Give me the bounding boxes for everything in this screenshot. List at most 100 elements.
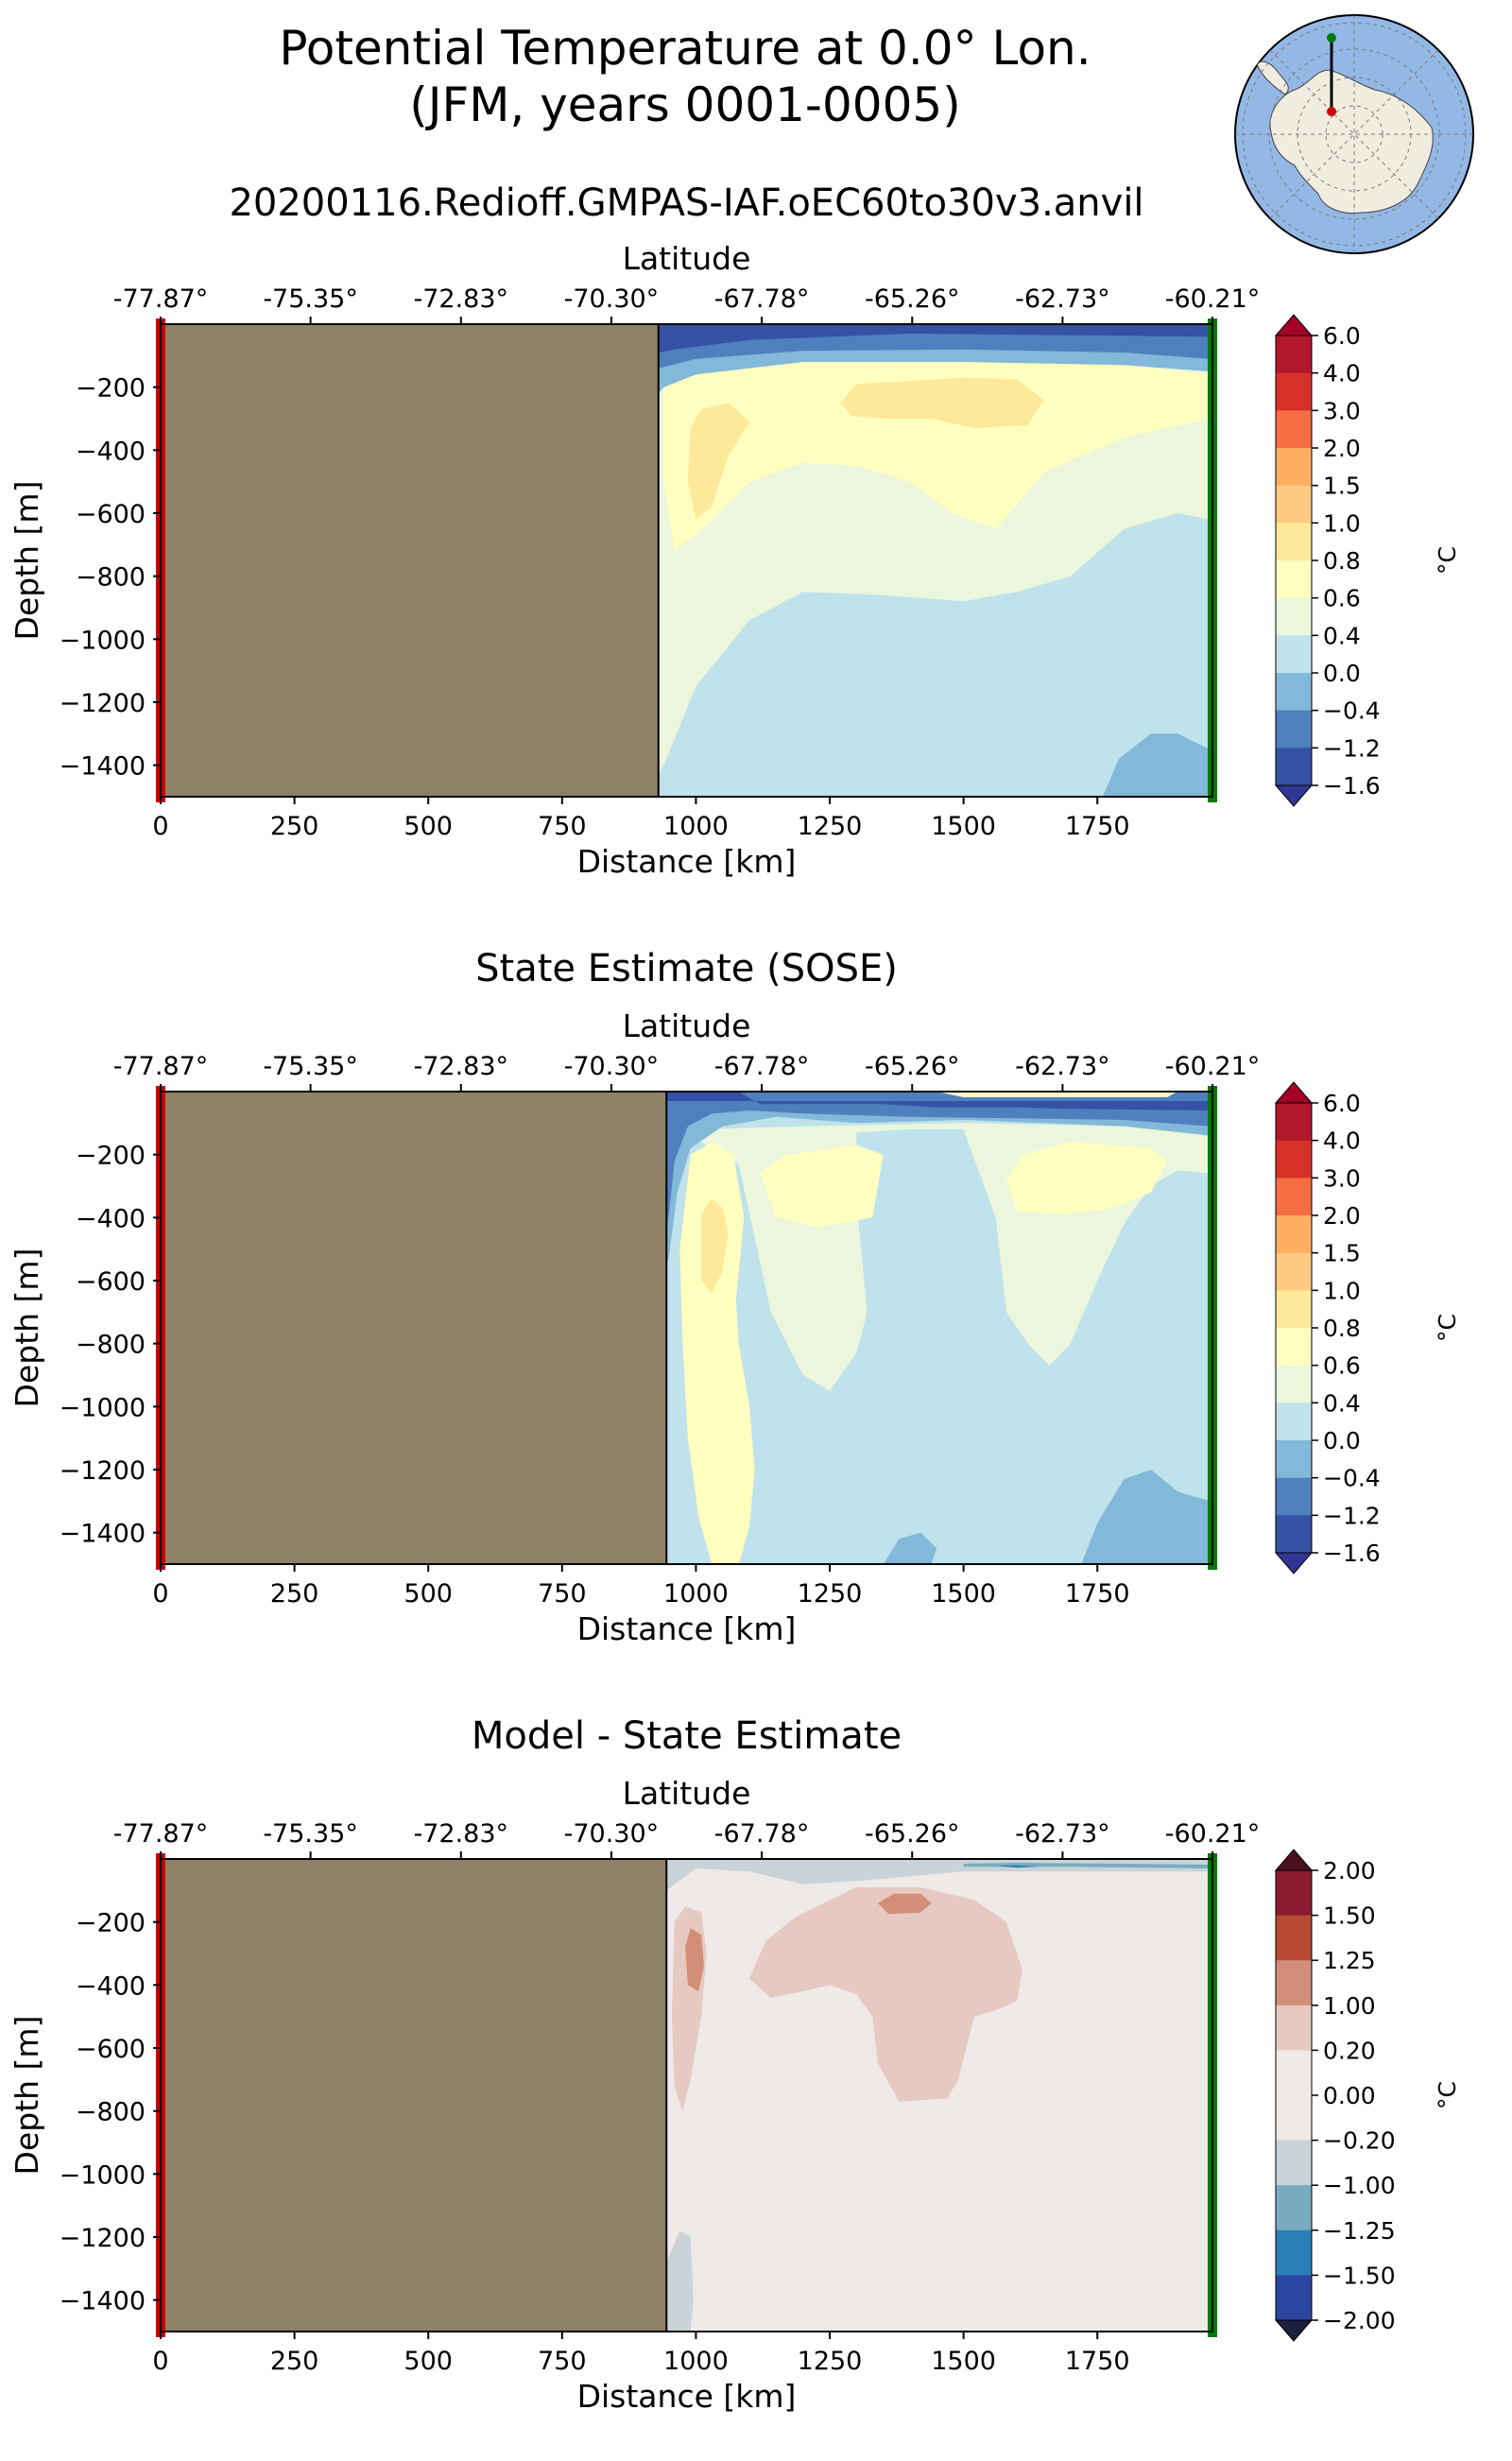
colorbar-tick-label: −1.50 bbox=[1323, 2262, 1396, 2289]
colorbar: 2.00 1.50 1.25 1.00 0.20 0.00 −0.20 −1.00 −1.25 −… bbox=[1274, 1849, 1461, 2342]
x-tick-label: 1500 bbox=[931, 2347, 996, 2376]
x-tick-label: 1500 bbox=[931, 1579, 996, 1609]
panel-title: Model - State Estimate bbox=[472, 1714, 902, 1758]
colorbar-tick-label: 1.50 bbox=[1323, 1902, 1376, 1930]
top-axis-label: Latitude bbox=[623, 240, 751, 277]
lat-tick-label: -62.73° bbox=[1015, 1819, 1110, 1849]
colorbar-tick-label: 0.0 bbox=[1323, 1427, 1361, 1454]
colorbar-segment bbox=[1276, 597, 1312, 636]
y-tick-label: −200 bbox=[76, 374, 146, 404]
lat-tick-label: -67.78° bbox=[714, 284, 810, 314]
colorbar-tick-label: 6.0 bbox=[1323, 322, 1361, 350]
colorbar-tick-label: −0.20 bbox=[1323, 2127, 1396, 2155]
land-mask bbox=[161, 1859, 667, 2332]
colorbar-segment bbox=[1276, 485, 1312, 524]
colorbar-segment bbox=[1276, 748, 1312, 786]
top-axis-label: Latitude bbox=[623, 1775, 751, 1812]
colorbar-tick-label: 4.0 bbox=[1323, 360, 1361, 387]
contour-region bbox=[760, 1144, 884, 1228]
colorbar-segment bbox=[1276, 1290, 1312, 1329]
colorbar-segment bbox=[1276, 1915, 1312, 1961]
y-tick-label: −400 bbox=[76, 1204, 146, 1233]
lat-tick-label: -60.21° bbox=[1165, 1819, 1261, 1849]
y-tick-label: −800 bbox=[76, 563, 146, 593]
contour-region bbox=[883, 1532, 937, 1564]
contour-region bbox=[878, 1893, 932, 1915]
colorbar-segment bbox=[1276, 560, 1312, 599]
land-mask bbox=[161, 324, 659, 797]
y-tick-label: −1200 bbox=[60, 2224, 146, 2253]
colorbar-segment bbox=[1276, 1870, 1312, 1917]
colorbar-tick-label: 2.00 bbox=[1323, 1857, 1376, 1884]
lat-tick-label: -75.35° bbox=[263, 1819, 358, 1849]
antarctic-polar-map-icon bbox=[1234, 14, 1474, 254]
x-tick-label: 750 bbox=[538, 812, 587, 841]
y-axis-label: Depth [m] bbox=[9, 2016, 45, 2176]
colorbar-tick-label: 1.5 bbox=[1323, 473, 1361, 500]
colorbar-segment bbox=[1276, 1365, 1312, 1403]
y-tick-label: −1000 bbox=[60, 2160, 146, 2190]
colorbar-segment bbox=[1276, 635, 1312, 674]
y-tick-label: −1000 bbox=[60, 626, 146, 655]
figure-title-line1: Potential Temperature at 0.0° Lon. bbox=[279, 21, 1091, 76]
colorbar-segment bbox=[1276, 1403, 1312, 1441]
y-tick-label: −600 bbox=[76, 1267, 146, 1297]
x-tick-label: 250 bbox=[270, 1579, 319, 1609]
colorbar-segment bbox=[1276, 1328, 1312, 1367]
lat-tick-label: -77.87° bbox=[113, 1819, 209, 1849]
y-tick-label: −400 bbox=[76, 437, 146, 466]
colorbar-unit-label: °C bbox=[1434, 2081, 1461, 2109]
x-tick-label: 750 bbox=[538, 1579, 587, 1609]
colorbar-tick-label: 1.0 bbox=[1323, 1277, 1361, 1304]
lat-tick-label: -72.83° bbox=[413, 1052, 508, 1081]
y-tick-label: −600 bbox=[76, 500, 146, 529]
colorbar-extend-min bbox=[1274, 2319, 1314, 2342]
lat-tick-label: -70.30° bbox=[564, 1052, 660, 1081]
x-axis-label: Distance [km] bbox=[577, 2378, 797, 2415]
y-tick-label: −200 bbox=[76, 1142, 146, 1171]
x-tick-label: 750 bbox=[538, 2347, 587, 2376]
colorbar-extend-max bbox=[1274, 1849, 1314, 1871]
y-tick-label: −1400 bbox=[60, 2287, 146, 2316]
x-tick-label: 500 bbox=[404, 812, 453, 841]
colorbar-tick-label: 0.0 bbox=[1323, 660, 1361, 687]
colorbar-segment bbox=[1276, 2140, 1312, 2186]
colorbar-segment bbox=[1276, 372, 1312, 411]
colorbar-tick-label: 3.0 bbox=[1323, 397, 1361, 424]
colorbar-extend-min bbox=[1274, 784, 1314, 807]
x-tick-label: 0 bbox=[152, 1579, 168, 1609]
x-tick-label: 1750 bbox=[1065, 812, 1130, 841]
chart-panel-diff: Model - State Estimate 0 250 500 750 1000 1250… bbox=[9, 1714, 1461, 2415]
colorbar: 6.0 4.0 3.0 2.0 1.5 1.0 0.8 0.6 0.4 0.0 −0.4 −1.2 −1… bbox=[1274, 314, 1461, 807]
colorbar-tick-label: 0.20 bbox=[1323, 2037, 1376, 2064]
lat-tick-label: -72.83° bbox=[413, 1819, 508, 1849]
colorbar-segment bbox=[1276, 2185, 1312, 2231]
contour-region bbox=[840, 377, 1044, 428]
colorbar-tick-label: −1.2 bbox=[1323, 1502, 1381, 1529]
colorbar-tick-label: −1.6 bbox=[1323, 1540, 1381, 1567]
colorbar-tick-label: −1.00 bbox=[1323, 2172, 1396, 2199]
x-tick-label: 1250 bbox=[798, 1579, 863, 1609]
lat-tick-label: -65.26° bbox=[865, 284, 960, 314]
colorbar-segment bbox=[1276, 1140, 1312, 1179]
chart-panel-sose: State Estimate (SOSE) 0 250 500 750 1000 1250 1… bbox=[9, 947, 1461, 1647]
colorbar-tick-label: 2.0 bbox=[1323, 1202, 1361, 1230]
colorbar-tick-label: 1.0 bbox=[1323, 509, 1361, 537]
colorbar-tick-label: 0.8 bbox=[1323, 547, 1361, 575]
x-tick-label: 500 bbox=[404, 2347, 453, 2376]
contour-field bbox=[161, 1859, 1212, 2332]
lat-tick-label: -67.78° bbox=[714, 1052, 810, 1081]
colorbar-tick-label: 1.00 bbox=[1323, 1992, 1376, 2020]
colorbar-segment bbox=[1276, 1252, 1312, 1291]
y-tick-label: −1400 bbox=[60, 752, 146, 782]
colorbar-segment bbox=[1276, 710, 1312, 749]
colorbar-tick-label: −1.6 bbox=[1323, 772, 1381, 800]
x-tick-label: 1500 bbox=[931, 812, 996, 841]
y-axis-label: Depth [m] bbox=[9, 1248, 45, 1408]
colorbar-tick-label: 3.0 bbox=[1323, 1164, 1361, 1192]
x-tick-label: 250 bbox=[270, 812, 319, 841]
colorbar-segment bbox=[1276, 336, 1312, 374]
colorbar-tick-label: 0.6 bbox=[1323, 1352, 1361, 1380]
contour-region bbox=[1005, 1142, 1167, 1214]
lat-tick-label: -77.87° bbox=[113, 1052, 209, 1081]
